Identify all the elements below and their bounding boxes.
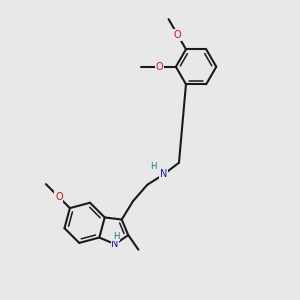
- Text: O: O: [55, 192, 63, 202]
- Text: H: H: [113, 232, 119, 241]
- Text: N: N: [111, 239, 119, 249]
- Text: N: N: [160, 169, 167, 179]
- Text: H: H: [150, 162, 157, 171]
- Text: O: O: [156, 62, 163, 72]
- Text: O: O: [174, 30, 182, 40]
